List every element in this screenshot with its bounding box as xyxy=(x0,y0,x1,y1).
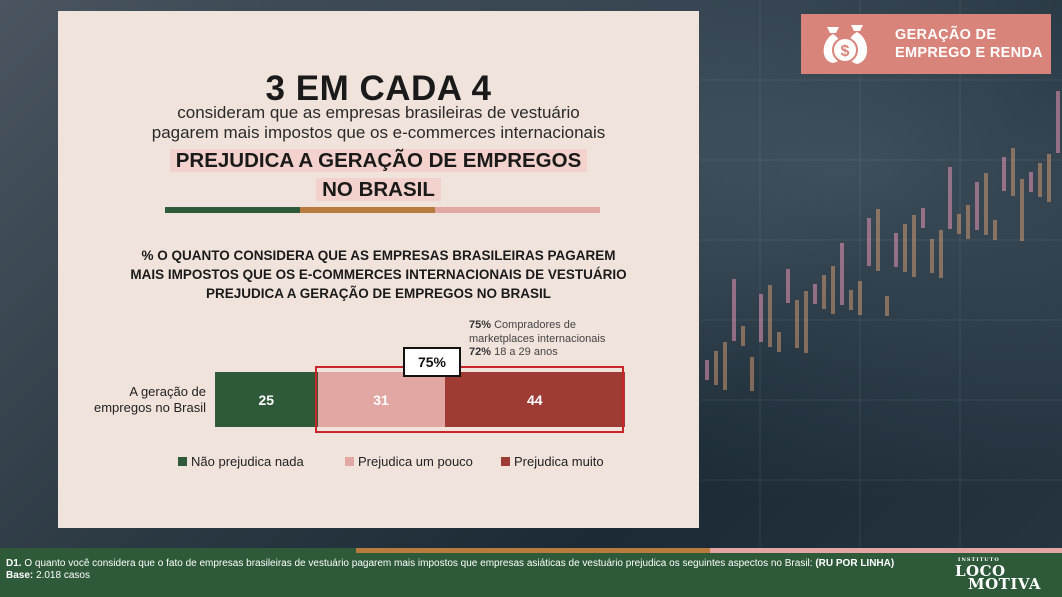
section-title: GERAÇÃO DE EMPREGO E RENDA xyxy=(895,27,1043,61)
footer-note: D1. O quanto você considera que o fato d… xyxy=(6,558,895,581)
legend-item-1: Não prejudica nada xyxy=(178,454,304,469)
divider-pink xyxy=(435,207,600,213)
total-callout: 75% xyxy=(403,347,461,377)
bar-category-label: A geração de empregos no Brasil xyxy=(94,384,206,415)
bar-segment-1: 25 xyxy=(215,372,318,427)
chart-title-line-3: PREJUDICA A GERAÇÃO DE EMPREGOS NO BRASI… xyxy=(205,286,552,301)
legend-item-3: Prejudica muito xyxy=(501,454,604,469)
legend-swatch xyxy=(178,457,187,466)
chart-title-line-1: % O QUANTO CONSIDERA QUE AS EMPRESAS BRA… xyxy=(141,248,616,263)
highlight-box xyxy=(315,366,624,433)
legend-item-2: Prejudica um pouco xyxy=(345,454,473,469)
legend-label: Prejudica muito xyxy=(514,454,604,469)
stock-chart-background-graphic xyxy=(700,0,1062,560)
footer-stripe-green xyxy=(0,548,356,553)
svg-text:$: $ xyxy=(841,43,850,60)
subtitle-line-1: consideram que as empresas brasileiras d… xyxy=(177,103,580,122)
footer: D1. O quanto você considera que o fato d… xyxy=(0,553,1062,597)
highlight-line-1: PREJUDICA A GERAÇÃO DE EMPREGOS xyxy=(58,149,699,173)
divider-green xyxy=(165,207,300,213)
legend-swatch xyxy=(501,457,510,466)
bar-segment-3: 44 xyxy=(444,372,625,427)
divider-orange xyxy=(300,207,435,213)
subtitle-line-2: pagarem mais impostos que os e-commerces… xyxy=(151,123,606,142)
segment-note: 75% Compradores de marketplaces internac… xyxy=(469,319,606,358)
section-badge: $ GERAÇÃO DE EMPREGO E RENDA xyxy=(801,14,1051,74)
bar-segment-2: 31 xyxy=(317,372,445,427)
main-card: 3 EM CADA 4 consideram que as empresas b… xyxy=(58,11,699,528)
headline: 3 EM CADA 4 xyxy=(265,69,492,108)
chart-title-line-2: MAIS IMPOSTOS QUE OS E-COMMERCES INTERNA… xyxy=(130,267,627,282)
money-bag-icon: $ xyxy=(823,25,868,64)
footer-stripe-orange xyxy=(356,548,710,553)
legend-swatch xyxy=(345,457,354,466)
legend-label: Prejudica um pouco xyxy=(358,454,473,469)
highlight-line-2: NO BRASIL xyxy=(58,178,699,202)
legend-label: Não prejudica nada xyxy=(191,454,304,469)
footer-stripe-pink xyxy=(710,548,1062,553)
locomotiva-logo: INSTITUTO LOCO MOTIVA xyxy=(955,557,1041,593)
